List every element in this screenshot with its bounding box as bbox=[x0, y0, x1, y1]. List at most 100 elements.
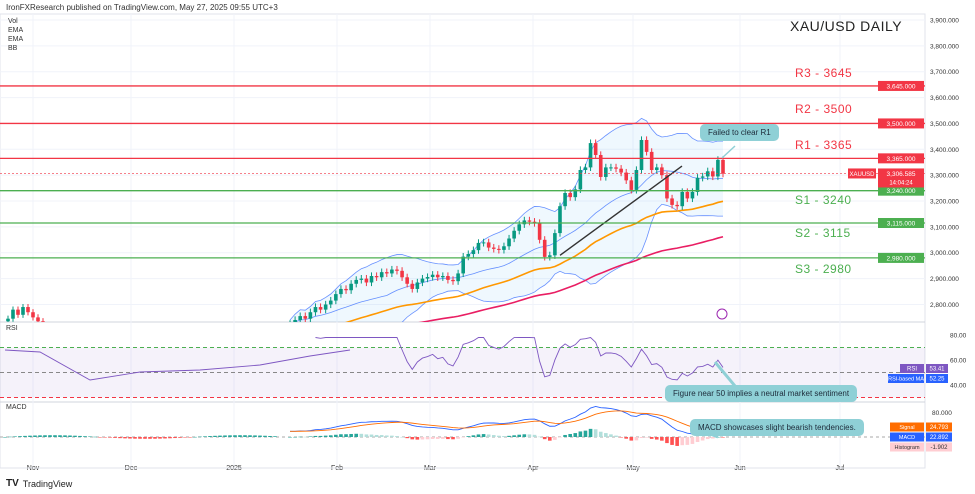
macd-histogram-bar bbox=[430, 437, 435, 439]
macd-pane-label[interactable]: MACD bbox=[6, 404, 27, 411]
macd-histogram-bar bbox=[198, 436, 202, 438]
signal-label: Signal bbox=[899, 425, 914, 431]
candle bbox=[568, 193, 572, 198]
macd-histogram-bar bbox=[148, 437, 152, 439]
macd-histogram-bar bbox=[573, 433, 578, 437]
macd-tick-label: 80.000 bbox=[932, 410, 952, 417]
candle bbox=[476, 242, 481, 251]
level-axis-badge bbox=[878, 118, 924, 129]
level-label-r1: R1 - 3365 bbox=[795, 138, 853, 152]
macd-histogram-bar bbox=[133, 437, 137, 439]
macd-histogram-bar bbox=[33, 435, 37, 437]
macd-histogram-bar bbox=[328, 435, 333, 437]
macd-histogram-bar bbox=[58, 435, 62, 437]
indicator-ema-100[interactable]: EMA bbox=[8, 36, 24, 43]
macd-histogram-bar bbox=[390, 435, 394, 437]
tradingview-logo[interactable]: TV TradingView bbox=[6, 478, 72, 489]
level-axis-value: 3,365.000 bbox=[887, 156, 916, 163]
candle bbox=[461, 256, 465, 274]
candle bbox=[700, 176, 705, 178]
macd-histogram-bar bbox=[273, 436, 277, 437]
level-axis-value: 3,645.000 bbox=[887, 83, 916, 90]
macd-histogram-bar bbox=[349, 433, 353, 437]
macd-histogram-bar bbox=[228, 435, 232, 437]
macd-value-badge bbox=[926, 432, 952, 442]
candle bbox=[446, 276, 450, 280]
macd-histogram-bar bbox=[268, 435, 272, 437]
candle bbox=[624, 172, 629, 181]
rsi-badge bbox=[900, 364, 924, 373]
candle bbox=[527, 220, 532, 222]
macd-histogram-bar bbox=[649, 437, 654, 439]
level-label-r2: R2 - 3500 bbox=[795, 102, 853, 116]
candle bbox=[334, 294, 338, 301]
macd-histogram-bar bbox=[568, 433, 572, 437]
macd-histogram-bar bbox=[88, 436, 92, 437]
trend-line bbox=[559, 165, 683, 256]
macd-histogram-bar bbox=[13, 436, 17, 437]
signal-badge bbox=[890, 422, 924, 432]
macd-histogram-bar bbox=[695, 437, 700, 442]
macd-histogram-bar bbox=[654, 437, 659, 440]
macd-histogram-bar bbox=[83, 436, 87, 437]
rsi-ma-value-badge bbox=[926, 374, 948, 383]
level-axis-value: 2,980.000 bbox=[887, 255, 916, 262]
macd-histogram-bar bbox=[425, 437, 430, 440]
macd-histogram-bar bbox=[660, 437, 664, 441]
histogram-badge bbox=[890, 442, 924, 452]
macd-histogram-bar bbox=[558, 437, 562, 438]
level-axis-value: 3,500.000 bbox=[887, 121, 916, 128]
candle bbox=[16, 309, 20, 315]
macd-histogram-bar bbox=[153, 437, 157, 439]
indicator-vol[interactable]: Vol bbox=[8, 18, 18, 25]
level-axis-badge bbox=[878, 218, 924, 229]
macd-histogram-bar bbox=[108, 437, 112, 438]
macd-histogram-bar bbox=[68, 435, 72, 437]
macd-histogram-bar bbox=[578, 431, 583, 437]
candle bbox=[451, 279, 455, 282]
macd-histogram-bar bbox=[293, 436, 297, 438]
macd-histogram-bar bbox=[233, 435, 237, 437]
indicator-ema-50[interactable]: EMA bbox=[8, 27, 24, 34]
y-tick-label: 3,200.000 bbox=[930, 199, 959, 206]
candle bbox=[379, 272, 384, 278]
rsi-label: RSI bbox=[907, 367, 917, 373]
level-axis-badge bbox=[878, 252, 924, 263]
level-axis-badge bbox=[878, 80, 924, 91]
macd-histogram-bar bbox=[38, 435, 42, 437]
macd-histogram-bar bbox=[624, 437, 629, 439]
candle bbox=[339, 288, 343, 295]
candle bbox=[369, 276, 374, 283]
macd-histogram-bar bbox=[364, 434, 369, 437]
macd-histogram-bar bbox=[53, 435, 57, 437]
macd-histogram-bar bbox=[593, 429, 598, 437]
y-tick-label: 3,700.000 bbox=[930, 69, 959, 76]
candle bbox=[41, 321, 45, 322]
macd-histogram-bar bbox=[690, 437, 695, 444]
bollinger-upper bbox=[289, 117, 724, 321]
y-tick-label: 3,500.000 bbox=[930, 121, 959, 128]
macd-histogram-bar bbox=[263, 435, 267, 437]
indicator-bb[interactable]: BB bbox=[8, 45, 18, 52]
candle bbox=[313, 307, 318, 313]
ema-100-line bbox=[418, 235, 724, 322]
candle bbox=[31, 312, 35, 318]
macd-histogram-bar bbox=[553, 437, 557, 440]
macd-histogram-bar bbox=[670, 437, 674, 445]
macd-histogram-bar bbox=[18, 436, 22, 437]
candle bbox=[328, 300, 333, 305]
macd-histogram-bar bbox=[238, 435, 242, 437]
candle bbox=[288, 324, 292, 327]
rsi-tick-label: 40.00 bbox=[950, 383, 967, 390]
candle bbox=[537, 223, 542, 240]
rsi-ma-value: 52.25 bbox=[929, 377, 945, 383]
symbol-label: XAUUSD bbox=[849, 172, 875, 178]
candle bbox=[609, 167, 613, 169]
macd-histogram-bar bbox=[103, 437, 107, 438]
y-tick-label: 3,800.000 bbox=[930, 43, 959, 50]
rsi-pane-label[interactable]: RSI bbox=[6, 325, 18, 332]
callout-rsi: Figure near 50 implies a neutral market … bbox=[665, 385, 858, 402]
level-label-s1: S1 - 3240 bbox=[795, 193, 852, 207]
macd-histogram-bar bbox=[173, 437, 177, 439]
